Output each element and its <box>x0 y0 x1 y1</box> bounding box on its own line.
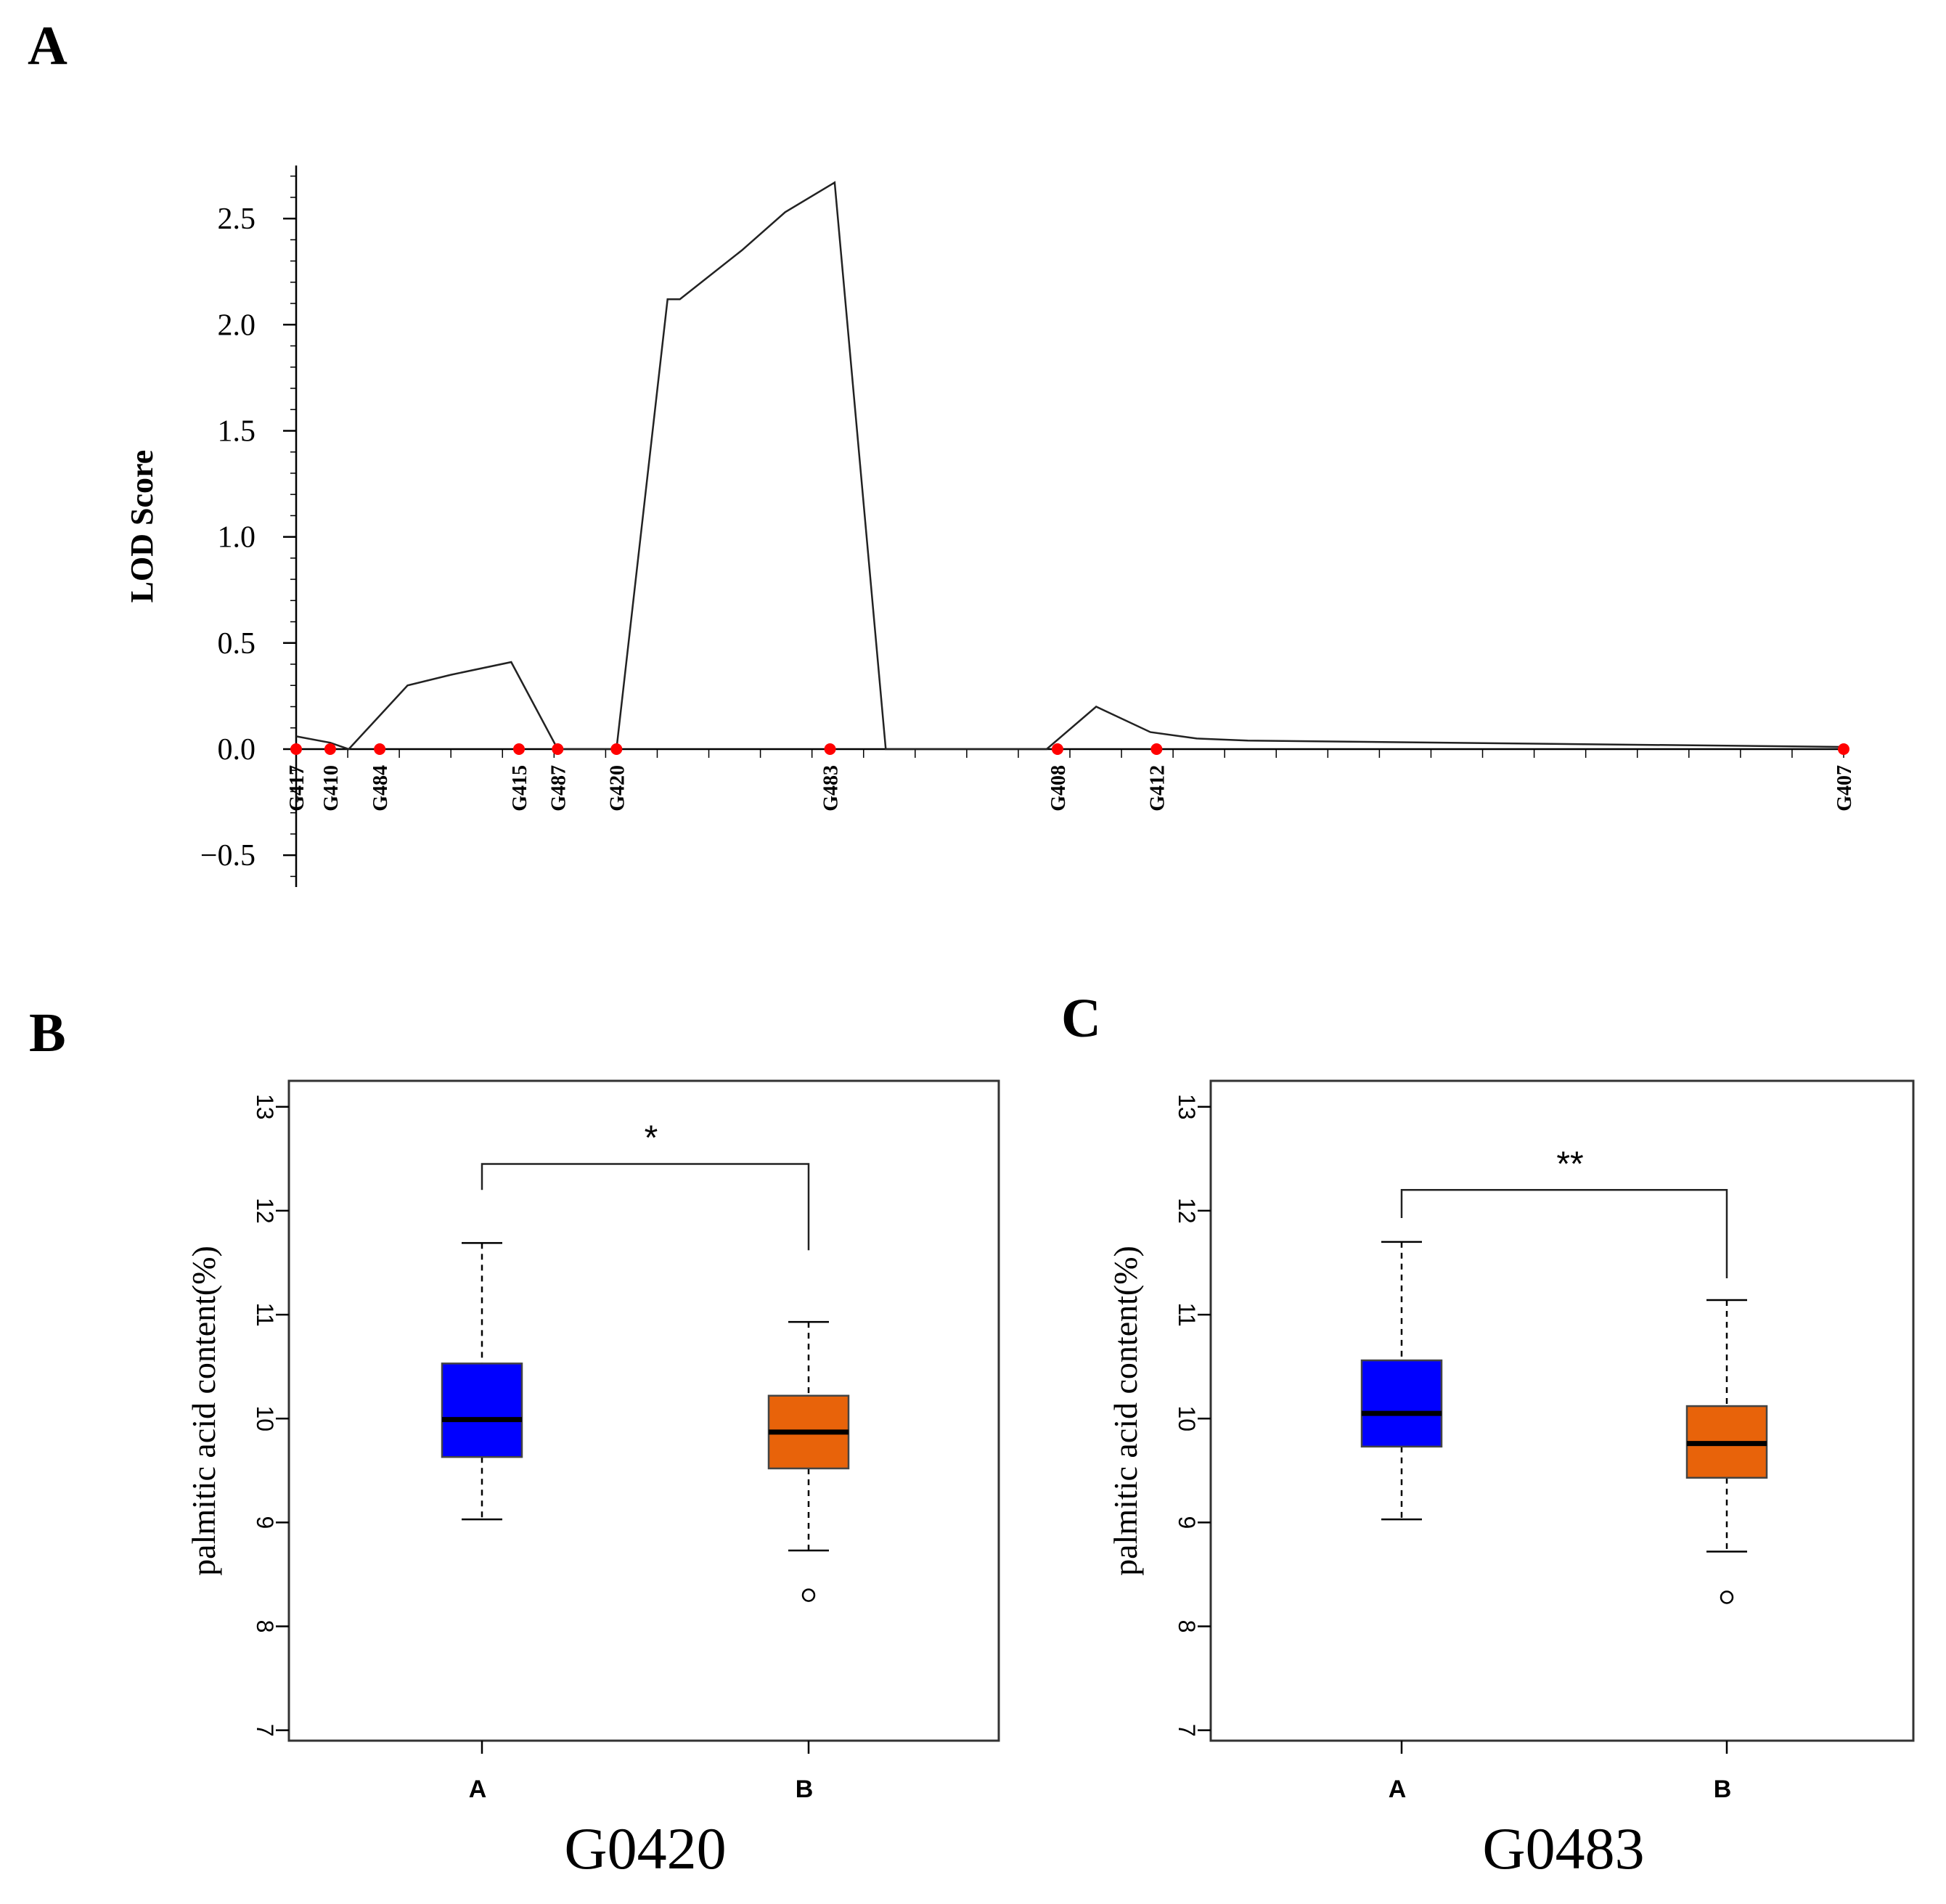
g0483-y-tick-label: 7 <box>1174 1724 1200 1737</box>
lod-marker-g420 <box>610 743 623 755</box>
g0483-y-axis-label: palmitic acid content(%) <box>1107 1246 1144 1576</box>
g0483-box-a <box>1360 1359 1443 1448</box>
g0483-y-tick-label: 12 <box>1174 1198 1200 1224</box>
g0483-category-label-b: B <box>1714 1776 1732 1803</box>
g0483-significance-bracket <box>1400 1189 1728 1278</box>
lod-y-axis-label: LOD Score <box>124 450 160 603</box>
g0483-significance-label: ** <box>1556 1145 1583 1183</box>
lod-y-tick-label: −0.5 <box>200 839 255 873</box>
g0420-y-tick-label: 12 <box>252 1198 278 1224</box>
g0420-box-a <box>441 1362 523 1458</box>
g0420-category-label-b: B <box>796 1776 814 1803</box>
g0483-y-tick-label: 11 <box>1174 1302 1200 1326</box>
lod-marker-label: G484 <box>369 765 392 812</box>
g0420-plot-frame <box>287 1079 1000 1742</box>
g0483-y-tick-label: 13 <box>1174 1094 1200 1120</box>
lod-marker-label: G407 <box>1833 765 1856 812</box>
panel-letter-c: C <box>1061 988 1101 1049</box>
lod-marker-label: G420 <box>606 765 629 812</box>
g0483-plot-frame <box>1209 1079 1915 1742</box>
g0483-y-tick-label: 8 <box>1174 1620 1200 1633</box>
lod-marker-label: G410 <box>320 765 343 812</box>
lod-marker-g407 <box>1838 743 1849 755</box>
boxplot-g0420: 7 8 9 10 11 12 13 palmitic acid content(%) G0420… <box>185 1079 1000 1881</box>
g0420-category-label-a: A <box>469 1776 487 1803</box>
g0420-box-b-outlier <box>801 1588 816 1602</box>
g0420-y-tick-label: 8 <box>252 1620 278 1633</box>
lod-marker-g487 <box>552 743 564 755</box>
g0420-y-tick-label: 11 <box>252 1302 278 1326</box>
lod-markers: G417 G410 G484 G415 G487 G420 G483 G408 G412 G407 <box>286 743 1856 812</box>
g0483-y-tick-label: 9 <box>1174 1516 1200 1529</box>
lod-marker-g415 <box>513 743 526 755</box>
g0420-y-tick-label: 13 <box>252 1094 278 1120</box>
lod-marker-g408 <box>1051 743 1063 755</box>
lod-marker-label: G415 <box>509 765 531 812</box>
lod-line <box>295 181 1844 751</box>
lod-marker-g484 <box>374 743 386 755</box>
g0483-box-b-outlier <box>1720 1590 1734 1604</box>
g0483-category-label-a: A <box>1389 1776 1407 1803</box>
g0483-x-axis-label: G0483 <box>1482 1815 1644 1881</box>
g0483-y-tick-label: 10 <box>1174 1405 1200 1431</box>
lod-y-tick-label: 1.5 <box>218 414 256 448</box>
g0420-significance-bracket <box>481 1163 810 1251</box>
lod-marker-g417 <box>290 743 302 755</box>
g0420-significance-label: * <box>645 1119 658 1158</box>
lod-y-ticks: −0.5 0.0 0.5 1.0 1.5 2.0 2.5 <box>200 175 1844 878</box>
lod-marker-g410 <box>324 743 336 755</box>
lod-y-tick-label: 1.0 <box>218 521 256 555</box>
lod-score-chart: −0.50.00.51.01.52.02.5 G417 G410 G484 G415 G… <box>124 166 1856 887</box>
lod-curve <box>295 181 1844 751</box>
g0420-x-axis-label: G0420 <box>564 1815 726 1881</box>
lod-marker-label: G417 <box>286 765 308 812</box>
g0420-y-axis-label: palmitic acid content(%) <box>185 1246 222 1576</box>
g0420-y-tick-label: 9 <box>252 1516 278 1529</box>
lod-marker-label: G408 <box>1047 765 1070 812</box>
lod-marker-label: G483 <box>820 765 843 812</box>
lod-y-tick-label: 0.5 <box>218 627 256 661</box>
panel-letter-b: B <box>29 1002 66 1063</box>
g0420-y-tick-label: 7 <box>252 1724 278 1737</box>
lod-y-tick-label: 2.0 <box>218 309 256 342</box>
g0420-y-tick-label: 10 <box>252 1405 278 1431</box>
panel-letter-a: A <box>28 15 68 76</box>
lod-marker-label: G487 <box>547 765 570 812</box>
lod-marker-g412 <box>1150 743 1163 755</box>
lod-y-tick-label: 2.5 <box>218 203 256 236</box>
lod-y-tick-label: 0.0 <box>218 733 256 767</box>
lod-marker-label: G412 <box>1146 765 1169 812</box>
lod-marker-g483 <box>824 743 836 755</box>
boxplot-g0483: 7 8 9 10 11 12 13 palmitic acid content(%) G0483… <box>1107 1079 1915 1881</box>
